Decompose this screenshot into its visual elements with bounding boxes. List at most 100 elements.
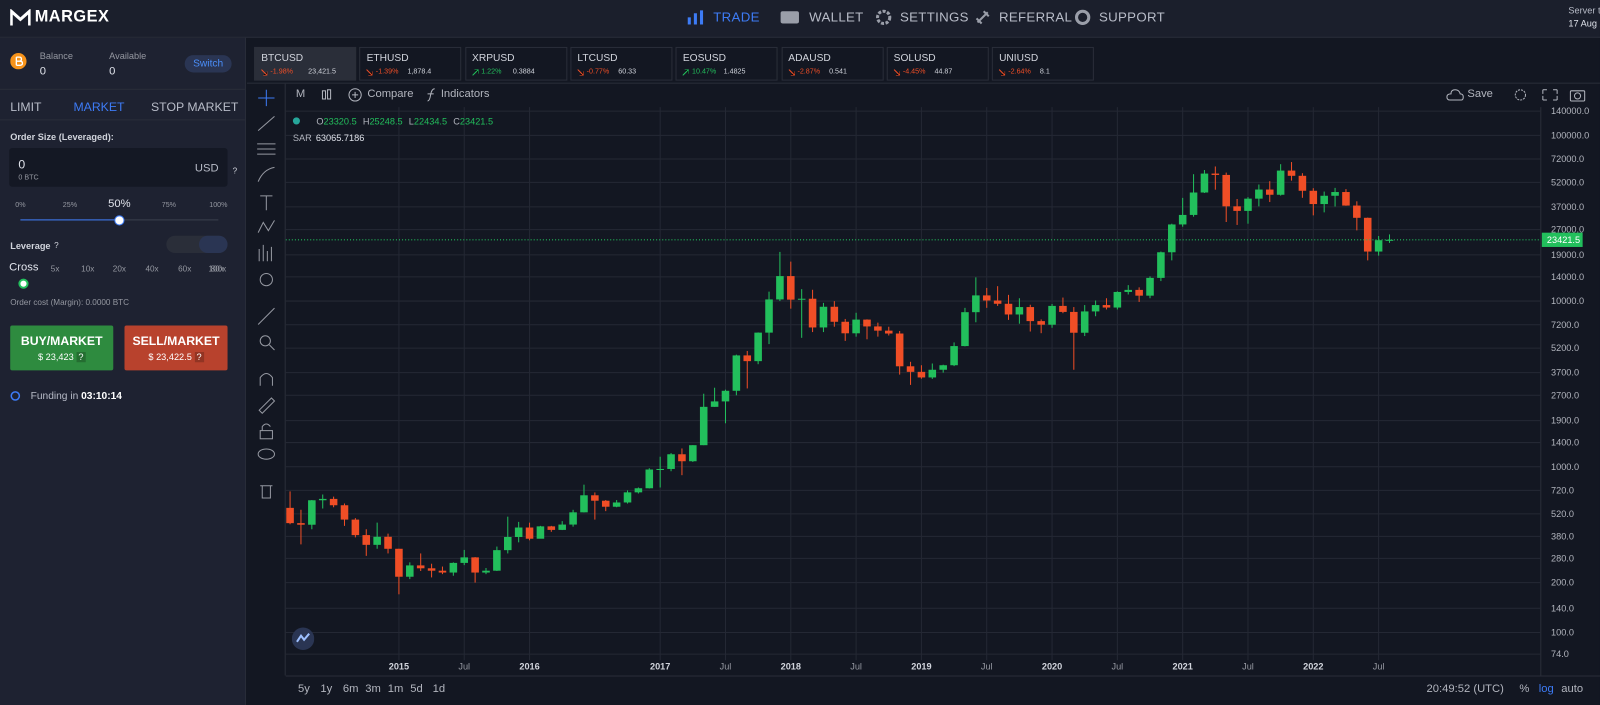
- candle-body: [1233, 206, 1241, 211]
- x-tick-label: Jul: [981, 661, 993, 671]
- range-button[interactable]: 1m: [387, 682, 404, 695]
- tab-limit[interactable]: LIMIT: [10, 99, 42, 115]
- candle-body: [961, 312, 969, 347]
- candle-body: [1320, 195, 1328, 205]
- candle-body: [667, 454, 675, 469]
- y-tick-label: 74.0: [1551, 649, 1569, 659]
- range-button[interactable]: 3m: [365, 682, 381, 695]
- candle-body: [493, 550, 501, 571]
- candle-body: [982, 295, 991, 301]
- ticker-tab[interactable]: UNIUSD -2.64% 8.1: [991, 46, 1094, 81]
- sell-button[interactable]: SELL/MARKET $ 23,422.5 ?: [124, 325, 228, 371]
- candle-body: [1211, 173, 1220, 175]
- tab-market[interactable]: MARKET: [73, 99, 125, 115]
- nav-wallet[interactable]: WALLET: [809, 9, 864, 25]
- scale-option[interactable]: log: [1538, 682, 1554, 695]
- ohlc-value: 23421.5: [459, 116, 494, 127]
- ticker-arrow: [999, 69, 1006, 76]
- nav-referral[interactable]: REFERRAL: [998, 9, 1073, 25]
- ticker-price: 1,878.4: [407, 68, 432, 76]
- compare[interactable]: Compare: [367, 87, 414, 100]
- nav-trade[interactable]: TRADE: [713, 9, 760, 25]
- leverage-option[interactable]: 40x: [145, 264, 159, 274]
- leverage-option[interactable]: 80x: [210, 264, 224, 274]
- clock: 20:49:52 (UTC): [1426, 682, 1504, 695]
- drawing-tools[interactable]: [255, 88, 277, 506]
- candle-body: [1146, 277, 1154, 296]
- ticker-tab[interactable]: ADAUSD -2.87% 0.541: [781, 46, 884, 81]
- nav-settings[interactable]: SETTINGS: [899, 9, 969, 25]
- slider-fill: [20, 219, 119, 221]
- x-tick-label: 2019: [911, 661, 931, 671]
- y-tick-label: 100000.0: [1551, 130, 1589, 140]
- percent-label[interactable]: 100%: [209, 202, 228, 210]
- ticker-symbol: BTCUSD: [261, 53, 304, 65]
- percent-label[interactable]: 25%: [62, 202, 78, 210]
- switch-button[interactable]: Switch: [184, 55, 232, 73]
- scale-option[interactable]: %: [1519, 682, 1530, 695]
- percent-label[interactable]: 50%: [108, 197, 131, 211]
- y-tick-label: 380.0: [1551, 531, 1574, 541]
- buy-button[interactable]: BUY/MARKET $ 23,423 ?: [10, 325, 114, 371]
- tab-stop-market[interactable]: STOP MARKET: [151, 99, 239, 115]
- ticker-price: 23,421.5: [308, 68, 336, 76]
- candle-body: [874, 326, 882, 331]
- candle-body: [449, 562, 458, 573]
- funding-label: Funding in 03:10:14: [31, 391, 122, 402]
- balance: 0: [39, 65, 47, 78]
- x-tick-label: Jul: [458, 661, 470, 671]
- y-tick-label: 520.0: [1551, 509, 1574, 519]
- candle-body: [514, 527, 523, 537]
- candle-body: [591, 495, 599, 501]
- range-button[interactable]: 6m: [342, 682, 359, 695]
- percent-label[interactable]: 75%: [161, 202, 177, 210]
- leverage-option[interactable]: 100x: [208, 264, 227, 274]
- indicators[interactable]: Indicators: [440, 87, 490, 100]
- x-tick-label: Jul: [720, 661, 732, 671]
- indicator-legend: SAR 63065.7186: [293, 133, 365, 143]
- order-size-input[interactable]: 0 0 BTC USD: [9, 147, 228, 187]
- leverage-option[interactable]: 5x: [50, 264, 60, 274]
- candle-body: [1200, 173, 1209, 193]
- y-tick-label: 1000.0: [1551, 462, 1579, 472]
- ticker-tab[interactable]: EOSUSD 10.47% 1.4825: [675, 46, 778, 81]
- range-button[interactable]: 5y: [297, 682, 310, 695]
- leverage-toggle[interactable]: [166, 235, 228, 254]
- range-button[interactable]: 5d: [410, 682, 423, 695]
- save[interactable]: Save: [1467, 87, 1493, 100]
- sell-price: $ 23,422.5: [148, 352, 192, 363]
- y-tick-label: 1400.0: [1551, 438, 1579, 448]
- range-button[interactable]: 1d: [432, 682, 446, 695]
- last-price-badge: [1541, 232, 1583, 247]
- ohlc-value: 25248.5: [369, 116, 403, 127]
- wallet-icon: [780, 11, 799, 24]
- ticker-tab[interactable]: XRPUSD 1.22% 0.3884: [464, 46, 567, 81]
- support-icon: [1074, 9, 1091, 25]
- order-size-btc: 0 BTC: [18, 174, 39, 182]
- candle-body: [373, 536, 381, 545]
- ticker-symbol: UNIUSD: [999, 53, 1039, 65]
- percent-label[interactable]: 0%: [15, 202, 26, 210]
- candle-body: [743, 355, 752, 362]
- nav-support[interactable]: SUPPORT: [1098, 9, 1166, 25]
- ticker-tab[interactable]: BTCUSD -1.98% 23,421.5: [254, 46, 357, 81]
- slider-handle[interactable]: [114, 215, 125, 226]
- leverage-option[interactable]: 60x: [178, 264, 192, 274]
- leverage-handle[interactable]: [18, 278, 29, 289]
- leverage-option[interactable]: 20x: [112, 264, 126, 274]
- scale-option[interactable]: auto: [1561, 682, 1584, 695]
- ticker-tab[interactable]: ETHUSD -1.39% 1,878.4: [359, 46, 462, 81]
- ohlc-letter: L: [408, 116, 414, 127]
- interval[interactable]: M: [295, 87, 306, 100]
- leverage-option[interactable]: 10x: [81, 264, 95, 274]
- y-tick-label: 10000.0: [1551, 296, 1584, 306]
- candle-type-icon[interactable]: [320, 88, 332, 102]
- ticker-tab[interactable]: SOLUSD -4.45% 44.87: [886, 46, 989, 81]
- range-button[interactable]: 1y: [320, 682, 333, 695]
- candle-body: [362, 535, 371, 545]
- divider: [285, 675, 1600, 677]
- candle-body: [1080, 311, 1089, 333]
- candle-body: [1353, 205, 1361, 218]
- ticker-tab[interactable]: LTCUSD -0.77% 60.33: [570, 46, 673, 81]
- y-tick-label: 5200.0: [1551, 343, 1579, 353]
